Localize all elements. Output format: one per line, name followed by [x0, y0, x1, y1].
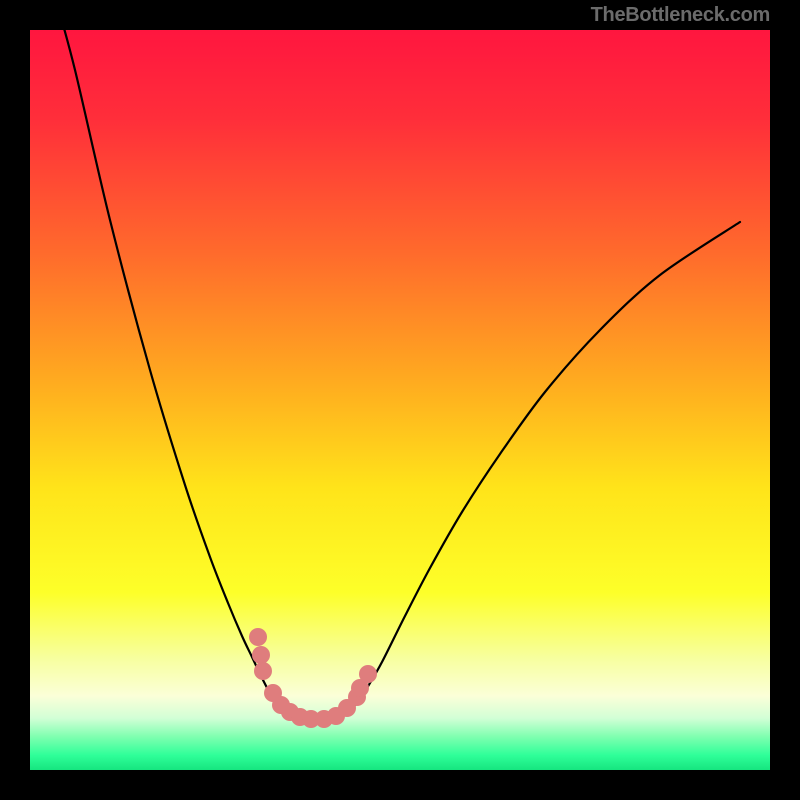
plot-svg [30, 30, 770, 770]
marker-point [252, 646, 270, 664]
marker-point [359, 665, 377, 683]
watermark-text: TheBottleneck.com [591, 4, 770, 27]
plot-area [30, 30, 770, 770]
chart-container: TheBottleneck.com [0, 0, 800, 800]
gradient-background [30, 30, 770, 770]
marker-point [254, 662, 272, 680]
marker-point [249, 628, 267, 646]
